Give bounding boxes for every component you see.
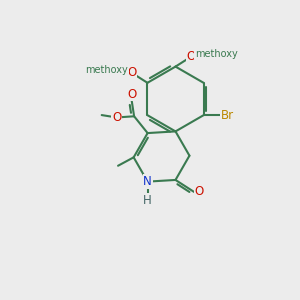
Text: methoxy: methoxy	[85, 65, 128, 75]
Text: H: H	[143, 194, 152, 207]
Text: O: O	[112, 111, 121, 124]
Text: Br: Br	[220, 109, 233, 122]
Text: O: O	[127, 66, 136, 79]
Text: O: O	[128, 88, 137, 100]
Text: methoxy: methoxy	[195, 49, 237, 59]
Text: N: N	[143, 175, 152, 188]
Text: O: O	[195, 185, 204, 198]
Text: O: O	[187, 50, 196, 63]
